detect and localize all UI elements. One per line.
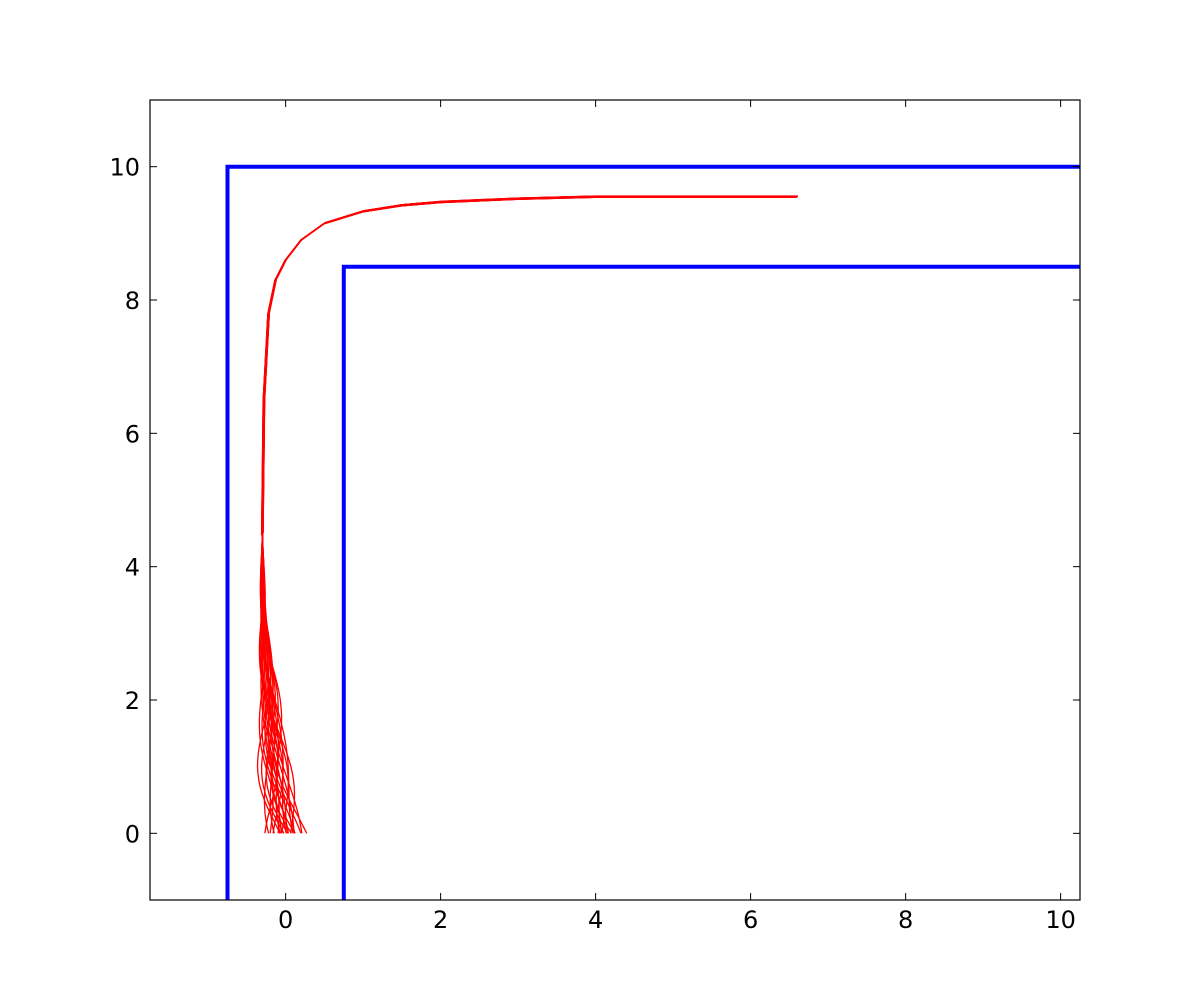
trajectories-layer xyxy=(256,195,798,834)
x-tick-label: 2 xyxy=(433,906,448,934)
x-tick-label: 10 xyxy=(1045,906,1076,934)
trajectory-line xyxy=(261,195,798,834)
y-tick-label: 10 xyxy=(109,154,140,182)
y-tick-label: 4 xyxy=(125,554,140,582)
y-tick-label: 6 xyxy=(125,420,140,448)
x-tick-label: 0 xyxy=(278,906,293,934)
y-tick-label: 0 xyxy=(125,820,140,848)
axes-layer: 0 2 4 6 8 10 0 2 4 6 8 10 xyxy=(109,99,1081,934)
x-tick-label: 6 xyxy=(743,906,758,934)
y-tick-label: 2 xyxy=(125,687,140,715)
x-tick-label: 4 xyxy=(588,906,603,934)
inner-wall-line xyxy=(341,264,1080,900)
y-tick-label: 8 xyxy=(125,287,140,315)
axes-frame xyxy=(149,99,1081,901)
outer-wall-line xyxy=(225,164,1080,900)
x-tick-label: 8 xyxy=(898,906,913,934)
walls-layer xyxy=(225,164,1080,900)
